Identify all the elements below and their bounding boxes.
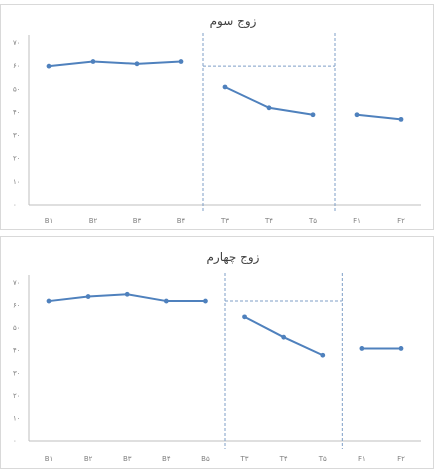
chart-panel-couple-4: زوج چهارم ۰ ۱۰ ۲۰ ۳۰ ۴۰ ۵۰ ۶۰ ۷۰ B۱ B۲ B۳ B۴ B۵ T۳ T۴ T۵… [0, 236, 434, 469]
data-point [266, 105, 272, 111]
y-tick-label: ۱۰ [13, 178, 21, 186]
data-point [359, 346, 365, 351]
x-tick-label: F۱ [358, 455, 366, 463]
y-tick-label: ۳۰ [13, 132, 21, 140]
chart-title: زوج چهارم [207, 250, 260, 265]
x-tick-label: B۳ [123, 455, 132, 463]
data-point [178, 59, 184, 64]
data-point [163, 298, 169, 304]
x-tick-label: T۳ [220, 217, 229, 225]
y-tick-label: ۰ [13, 437, 17, 445]
x-tick-label: F۲ [397, 455, 405, 463]
y-tick-label: ۷۰ [13, 279, 21, 287]
chart-panel-couple-3: زوج سوم ۰ ۱۰ ۲۰ ۳۰ ۴۰ ۵۰ ۶۰ ۷۰ B۱ B۲ B۳ B۴ T۳ T۴ T۵ F۱ F۲ [0, 4, 434, 230]
x-tick-label: F۲ [397, 217, 405, 225]
data-point [310, 112, 316, 118]
line-chart-couple-3: زوج سوم ۰ ۱۰ ۲۰ ۳۰ ۴۰ ۵۰ ۶۰ ۷۰ B۱ B۲ B۳ B۴ T۳ T۴ T۵ F۱ F۲ [13, 14, 421, 225]
x-tick-label: T۳ [240, 455, 249, 463]
x-tick-label: F۱ [353, 217, 361, 225]
y-tick-label: ۴۰ [13, 108, 21, 116]
data-point [203, 298, 208, 304]
y-tick-label: ۲۰ [13, 392, 21, 400]
y-tick-label: ۷۰ [13, 39, 21, 47]
data-point [354, 112, 360, 118]
x-tick-label: B۱ [45, 217, 54, 225]
y-tick-label: ۶۰ [13, 302, 21, 310]
series-line-followup [356, 113, 402, 121]
x-tick-label: B۲ [89, 217, 98, 225]
data-point [90, 59, 96, 64]
data-point [242, 314, 247, 320]
series-line-treatment [224, 86, 314, 116]
data-point [124, 291, 130, 297]
y-tick-label: ۱۰ [13, 414, 21, 422]
data-point [46, 298, 52, 304]
y-tick-label: ۴۰ [13, 347, 21, 355]
x-tick-label: T۵ [318, 455, 327, 463]
x-tick-label: B۲ [84, 455, 93, 463]
x-tick-label: B۴ [177, 217, 186, 225]
data-point [398, 346, 404, 351]
x-tick-label: T۴ [279, 455, 288, 463]
data-point [134, 61, 140, 67]
series-line-base [48, 60, 182, 68]
data-point [46, 63, 52, 69]
data-point [320, 352, 326, 358]
data-point [398, 116, 404, 122]
x-tick-label: T۵ [308, 217, 317, 225]
data-point [222, 84, 228, 90]
x-tick-label: B۳ [133, 217, 142, 225]
y-tick-label: ۰ [13, 201, 17, 209]
y-tick-label: ۳۰ [13, 369, 21, 377]
y-tick-label: ۶۰ [13, 62, 21, 70]
data-point [281, 334, 287, 340]
x-tick-label: B۵ [201, 455, 210, 463]
data-point [85, 294, 91, 299]
y-tick-label: ۵۰ [13, 85, 21, 93]
chart-title: زوج سوم [210, 14, 257, 29]
x-tick-label: B۱ [45, 455, 54, 463]
y-tick-label: ۲۰ [13, 155, 21, 163]
line-chart-couple-4: زوج چهارم ۰ ۱۰ ۲۰ ۳۰ ۴۰ ۵۰ ۶۰ ۷۰ B۱ B۲ B۳ B۴ B۵ T۳ T۴ T۵… [13, 250, 421, 463]
x-tick-label: B۴ [162, 455, 171, 463]
y-tick-label: ۵۰ [13, 324, 21, 332]
x-tick-label: T۴ [264, 217, 273, 225]
